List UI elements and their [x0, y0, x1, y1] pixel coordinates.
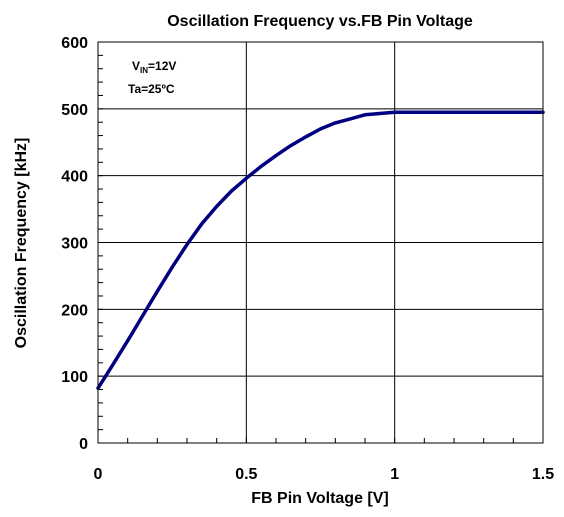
annotation-vin: VIN=12V — [132, 59, 176, 75]
y-tick-label: 0 — [79, 436, 88, 453]
x-tick-label: 0.5 — [235, 466, 257, 483]
y-tick-label: 200 — [61, 302, 88, 319]
x-tick-label: 0 — [94, 466, 103, 483]
plot-frame — [97, 41, 544, 444]
condition-annotation: VIN=12V Ta=25ºC — [128, 59, 176, 96]
x-tick-label: 1.5 — [532, 466, 554, 483]
y-tick-label: 600 — [61, 35, 88, 52]
grid — [98, 42, 543, 443]
y-tick-label: 400 — [61, 169, 88, 186]
y-tick-label: 100 — [61, 369, 88, 386]
x-tick-label: 1 — [390, 466, 399, 483]
series-line — [96, 110, 545, 390]
annotation-ta: Ta=25ºC — [128, 82, 175, 96]
chart-title: Oscillation Frequency vs.FB Pin Voltage — [167, 13, 473, 30]
y-axis-label: Oscillation Frequency [kHz] — [13, 138, 30, 349]
x-tick-labels: 0 0.5 1 1.5 — [94, 466, 555, 483]
y-tick-labels: 0 100 200 300 400 500 600 — [61, 35, 88, 453]
y-tick-label: 300 — [61, 236, 88, 253]
y-tick-label: 500 — [61, 102, 88, 119]
x-axis-label: FB Pin Voltage [V] — [251, 490, 388, 507]
